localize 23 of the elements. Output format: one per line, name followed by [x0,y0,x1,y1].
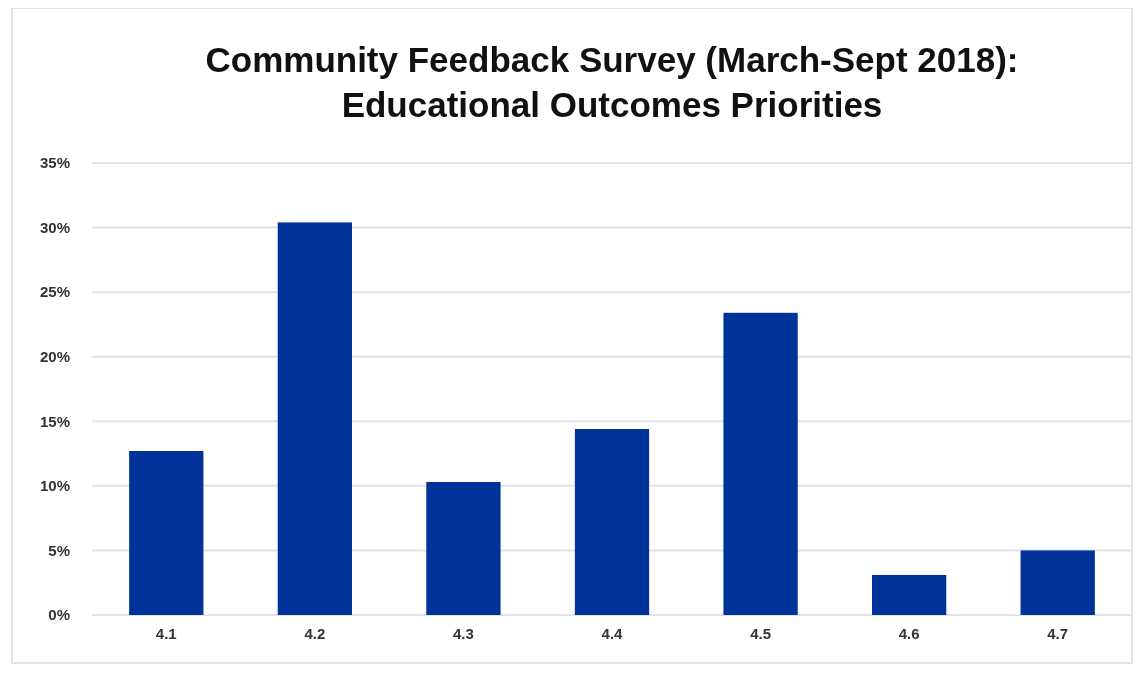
x-tick-label: 4.6 [898,625,920,642]
bar [574,429,650,615]
bar [129,450,204,615]
y-tick-label: 10% [39,477,70,495]
x-tick-label: 4.1 [155,625,177,642]
x-tick-label: 4.7 [1047,625,1069,642]
bar [277,222,352,615]
x-tick-label: 4.2 [304,625,326,642]
chart-title: Community Feedback Survey (March-Sept 2018): Educational Outcomes Priorities [205,40,1019,124]
x-tick-label: 4.4 [601,625,624,642]
bar [1020,550,1095,615]
y-tick-label: 5% [48,541,70,559]
y-tick-label: 0% [48,606,70,624]
bar [426,481,501,615]
y-tick-label: 35% [39,154,70,172]
x-tick-label: 4.3 [453,625,474,642]
y-tick-label: 30% [39,218,70,236]
x-tick-label: 4.5 [750,625,771,642]
bar [872,574,947,615]
y-tick-label: 15% [39,412,70,430]
y-tick-label: 25% [39,283,70,301]
bar [723,312,798,615]
y-tick-label: 20% [39,347,70,365]
